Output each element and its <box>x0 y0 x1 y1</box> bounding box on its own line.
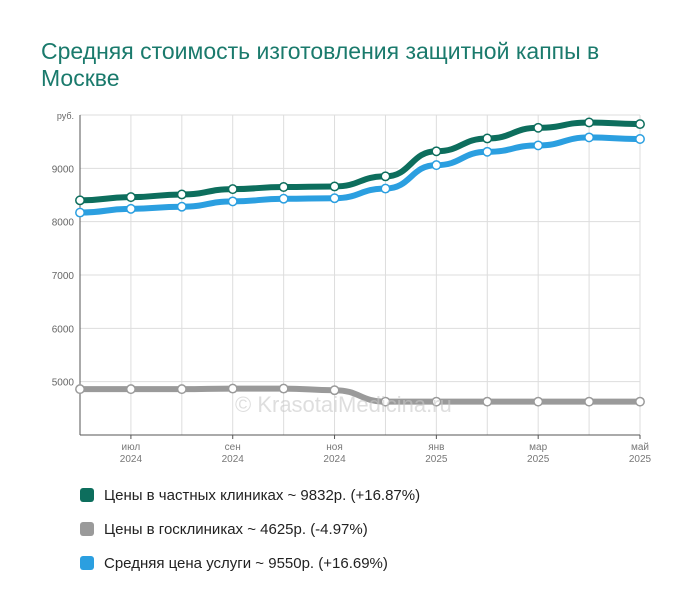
data-point-private <box>278 182 289 192</box>
x-tick-year: 2024 <box>120 454 143 465</box>
legend-item-private[interactable]: Цены в частных клиниках ~ 9832р. (+16.87… <box>80 485 420 505</box>
data-point-public <box>431 396 442 407</box>
series-line-public <box>77 385 643 405</box>
data-point-public <box>584 396 595 407</box>
x-tick-year: 2024 <box>222 454 245 465</box>
x-tick-label: янв <box>428 442 444 453</box>
series-line-average <box>77 134 643 216</box>
legend-swatch-average <box>80 556 94 570</box>
data-point-average <box>227 196 238 207</box>
data-point-private <box>380 171 391 182</box>
data-point-average <box>329 193 340 204</box>
data-point-private <box>176 189 187 200</box>
data-point-private <box>533 122 544 133</box>
data-point-average <box>635 134 645 144</box>
data-point-average <box>75 207 85 218</box>
legend-swatch-public <box>80 522 94 536</box>
data-point-average <box>380 183 391 194</box>
data-point-average <box>584 132 595 143</box>
legend: Цены в частных клиниках ~ 9832р. (+16.87… <box>80 485 420 587</box>
x-tick-label: мар <box>529 442 547 453</box>
x-tick-label: май <box>631 442 649 453</box>
data-point-private <box>635 119 645 130</box>
legend-swatch-private <box>80 488 94 502</box>
data-point-public <box>329 385 340 396</box>
legend-item-average[interactable]: Средняя цена услуги ~ 9550р. (+16.69%) <box>80 553 420 573</box>
data-point-public <box>380 396 391 407</box>
data-point-public <box>278 383 289 394</box>
data-point-private <box>75 195 85 206</box>
chart-title: Средняя стоимость изготовления защитной … <box>41 38 600 91</box>
data-point-public <box>533 396 544 407</box>
data-point-private <box>482 133 493 144</box>
y-tick-label: 9000 <box>52 164 75 175</box>
x-tick-year: 2025 <box>425 454 448 465</box>
y-tick-label: 7000 <box>52 271 75 282</box>
data-point-private <box>431 146 442 157</box>
x-tick-label: ноя <box>326 442 343 453</box>
legend-item-public[interactable]: Цены в госклиниках ~ 4625р. (-4.97%) <box>80 519 420 539</box>
x-tick-label: июл <box>122 442 141 453</box>
x-tick-year: 2024 <box>323 454 346 465</box>
x-tick-year: 2025 <box>629 454 652 465</box>
legend-label-public: Цены в госклиниках ~ 4625р. (-4.97%) <box>104 520 368 538</box>
data-point-public <box>635 396 645 407</box>
data-point-public <box>75 384 85 395</box>
data-point-public <box>482 396 493 407</box>
legend-label-average: Средняя цена услуги ~ 9550р. (+16.69%) <box>104 554 388 572</box>
data-point-average <box>482 146 493 157</box>
x-tick-year: 2025 <box>527 454 550 465</box>
data-point-public <box>125 384 136 395</box>
data-point-average <box>176 201 187 212</box>
y-axis-label: руб. <box>57 111 74 121</box>
series-halo-average <box>75 132 645 218</box>
y-tick-label: 8000 <box>52 218 75 229</box>
y-tick-label: 5000 <box>52 378 75 389</box>
y-tick-label: 6000 <box>52 324 75 335</box>
data-point-private <box>125 192 136 203</box>
x-tick-label: сен <box>225 442 241 453</box>
data-point-average <box>125 203 136 214</box>
data-point-average <box>431 160 442 171</box>
data-point-private <box>227 184 238 195</box>
legend-label-private: Цены в частных клиниках ~ 9832р. (+16.87… <box>104 486 421 504</box>
data-point-public <box>176 384 187 395</box>
data-point-private <box>329 181 340 192</box>
data-point-average <box>533 140 544 151</box>
data-point-average <box>278 193 289 204</box>
data-point-public <box>227 383 238 394</box>
data-point-private <box>584 117 595 128</box>
